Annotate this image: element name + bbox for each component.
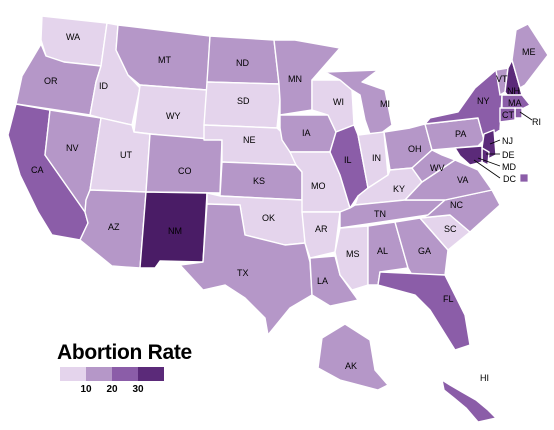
state-label-nh: NH [507,86,520,96]
legend-tick-label: 30 [132,384,144,395]
state-label-fl: FL [443,294,454,304]
state-label-or: OR [44,76,58,86]
legend-swatch [60,367,86,381]
state-CT[interactable] [499,107,516,123]
state-label-tn: TN [374,209,386,219]
state-label-de: DE [502,150,515,160]
state-label-ky: KY [393,184,405,194]
state-label-nv: NV [66,143,79,153]
state-MD[interactable] [454,145,483,166]
state-HI[interactable] [441,379,497,423]
state-label-nj: NJ [502,136,513,146]
state-label-ia: IA [302,128,311,138]
state-label-az: AZ [108,222,120,232]
state-label-ms: MS [346,249,360,259]
state-DC[interactable] [519,173,529,183]
state-TX[interactable] [179,203,313,336]
state-label-ri: RI [532,117,541,127]
state-label-me: ME [522,47,536,57]
state-LA[interactable] [309,255,359,307]
legend-tick-label: 20 [106,384,118,395]
state-FL[interactable] [377,271,471,351]
state-label-id: ID [99,81,109,91]
state-label-va: VA [457,175,468,185]
state-label-oh: OH [408,144,422,154]
state-label-ga: GA [418,246,431,256]
state-label-ma: MA [508,98,522,108]
state-label-mi: MI [380,99,390,109]
state-label-md: MD [502,162,516,172]
state-label-hi: HI [480,373,489,383]
state-label-wa: WA [66,32,80,42]
state-label-ct: CT [502,110,514,120]
state-label-nc: NC [450,200,463,210]
legend-ticks: 10 20 30 [60,384,170,398]
state-label-mn: MN [288,74,302,84]
state-MA[interactable] [501,94,531,111]
state-label-ne: NE [243,135,256,145]
legend-swatch [112,367,138,381]
state-label-wv: WV [430,163,445,173]
state-label-dc: DC [503,174,516,184]
state-label-nm: NM [168,226,182,236]
state-label-la: LA [317,276,328,286]
state-label-mt: MT [158,55,171,65]
state-SD[interactable] [203,81,281,129]
leader-line-dc [473,159,501,179]
state-label-wy: WY [166,111,181,121]
state-label-sc: SC [444,224,457,234]
leader-line-ri [519,111,533,121]
state-label-al: AL [377,246,388,256]
legend-title: Abortion Rate [57,341,192,364]
leader-line-nj [489,139,501,145]
legend-tick-label: 10 [80,384,92,395]
state-label-mo: MO [311,181,326,191]
state-label-in: IN [372,153,381,163]
state-ME[interactable] [511,23,549,89]
state-label-co: CO [178,166,192,176]
state-CO[interactable] [145,133,223,194]
state-label-vt: VT [496,74,508,84]
legend-swatch [86,367,112,381]
state-label-ar: AR [315,224,328,234]
legend-swatch [138,367,164,381]
state-label-ca: CA [31,165,44,175]
state-label-nd: ND [236,58,249,68]
state-label-sd: SD [237,96,250,106]
state-label-ut: UT [120,150,132,160]
state-label-ny: NY [477,96,490,106]
state-label-pa: PA [455,129,466,139]
legend-swatches [60,367,164,381]
state-AK[interactable] [317,323,389,391]
state-label-ak: AK [345,361,357,371]
state-label-ks: KS [253,176,265,186]
state-label-ok: OK [262,213,275,223]
state-AR[interactable] [301,211,341,259]
state-label-wi: WI [333,97,344,107]
leader-line-md [477,157,501,167]
state-label-il: IL [344,155,352,165]
state-label-tx: TX [237,268,249,278]
